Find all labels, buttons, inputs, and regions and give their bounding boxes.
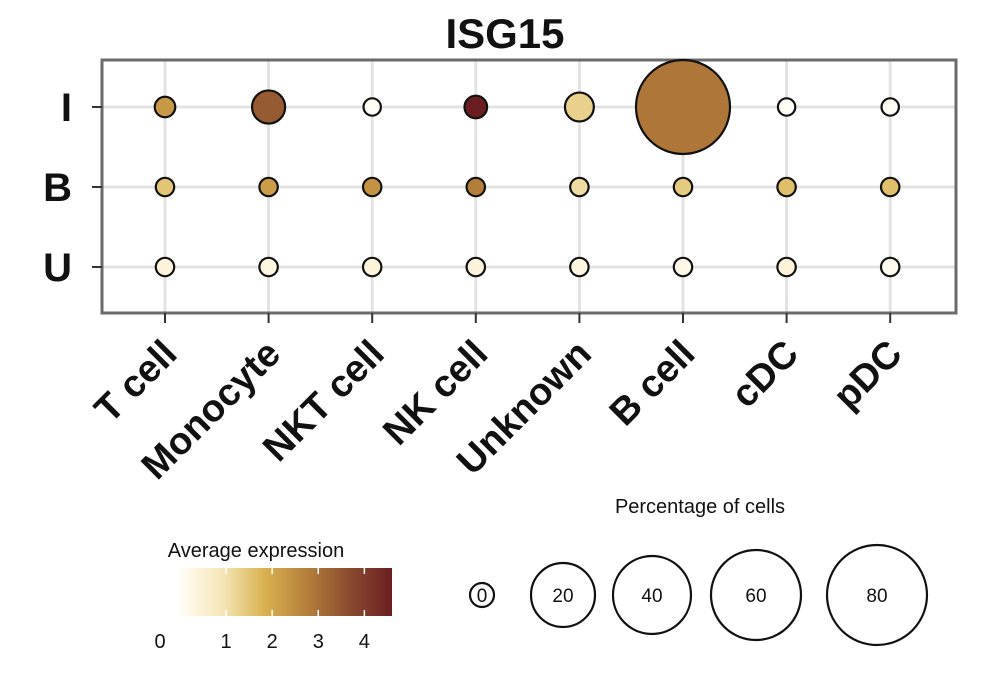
dot-u-pdc <box>879 256 901 278</box>
dot-b-b-cell <box>672 176 694 198</box>
dot-b-t-cell <box>154 176 176 198</box>
size-legend-label-20: 20 <box>552 586 573 607</box>
dot-b-unknown <box>569 176 590 198</box>
size-legend-circle-0 <box>468 581 496 609</box>
size-legend-label-60: 60 <box>745 586 766 607</box>
dot-i-pdc <box>880 97 900 117</box>
size-legend-circle-20 <box>529 561 597 629</box>
size-legend-label-40: 40 <box>641 586 662 607</box>
y-tick-label-b: B <box>43 166 72 210</box>
dot-b-pdc <box>879 176 901 198</box>
dot-i-b-cell <box>634 58 732 156</box>
size-legend-circle-60 <box>709 548 803 642</box>
size-legend-circle-80 <box>825 543 929 647</box>
chart-title: ISG15 <box>445 10 564 57</box>
dot-i-nk-cell <box>463 94 489 120</box>
dot-u-nk-cell <box>465 256 487 278</box>
dot-u-unknown <box>569 256 590 278</box>
x-tick-label-pdc: pDC <box>826 333 911 418</box>
size-legend-circle-40 <box>611 554 693 636</box>
color-legend-bar <box>180 568 392 616</box>
size-legend: Percentage of cells 0 20 40 60 80 <box>468 496 929 647</box>
size-legend-label-0: 0 <box>477 586 488 607</box>
color-legend: Average expression 0 1 2 3 4 <box>154 540 392 653</box>
dot-u-t-cell <box>154 256 176 278</box>
dot-i-monocyte <box>250 89 287 125</box>
color-legend-tick-0: 0 <box>154 631 165 653</box>
dot-u-monocyte <box>258 256 279 278</box>
dot-b-nk-cell <box>465 176 487 198</box>
color-legend-tick-4: 4 <box>359 631 370 653</box>
dot-i-unknown <box>563 91 595 123</box>
x-tick-label-t-cell: T cell <box>87 333 185 431</box>
dot-b-monocyte <box>258 176 279 198</box>
dot-b-cdc <box>776 176 797 198</box>
grid-lines <box>102 60 956 313</box>
dot-b-nkt-cell <box>361 176 383 198</box>
dot-i-nkt-cell <box>362 97 382 117</box>
dot-u-nkt-cell <box>361 256 383 278</box>
color-legend-title: Average expression <box>168 540 344 562</box>
dot-i-cdc <box>776 97 797 117</box>
dot-u-b-cell <box>672 256 694 278</box>
x-tick-label-cdc: cDC <box>724 333 807 416</box>
dot-i-t-cell <box>153 95 177 119</box>
dot-u-cdc <box>776 256 797 278</box>
size-legend-label-80: 80 <box>866 586 887 607</box>
color-legend-tick-2: 2 <box>267 631 278 653</box>
y-tick-label-i: I <box>61 86 72 130</box>
dots <box>153 58 901 278</box>
color-legend-tick-1: 1 <box>221 631 232 653</box>
color-legend-tick-3: 3 <box>313 631 324 653</box>
y-tick-label-u: U <box>43 246 72 290</box>
x-tick-label-b-cell: B cell <box>602 333 703 434</box>
size-legend-title: Percentage of cells <box>615 496 785 518</box>
